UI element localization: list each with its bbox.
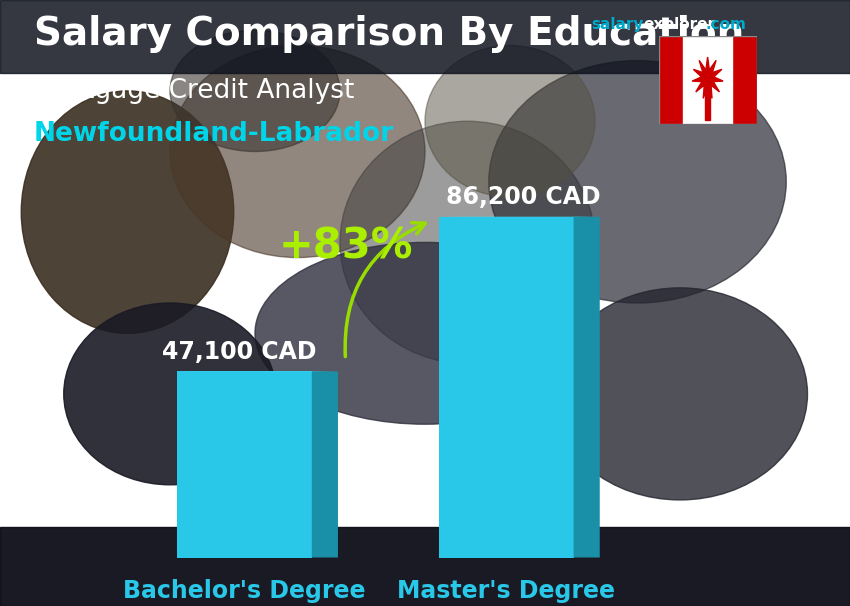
Text: Average Yearly Salary: Average Yearly Salary — [834, 311, 844, 416]
FancyArrowPatch shape — [345, 222, 425, 356]
Bar — [659, 36, 683, 124]
Text: Salary Comparison By Education: Salary Comparison By Education — [34, 15, 745, 53]
Ellipse shape — [552, 288, 808, 500]
Polygon shape — [574, 216, 600, 558]
Text: .com: .com — [706, 17, 746, 32]
Polygon shape — [177, 371, 312, 558]
Text: explorer: explorer — [643, 17, 716, 32]
Bar — [0, 0, 850, 73]
Ellipse shape — [170, 45, 425, 258]
Text: Mortgage Credit Analyst: Mortgage Credit Analyst — [34, 78, 354, 104]
Text: 86,200 CAD: 86,200 CAD — [446, 185, 601, 210]
Text: Bachelor's Degree: Bachelor's Degree — [123, 579, 366, 603]
Text: Master's Degree: Master's Degree — [397, 579, 615, 603]
Text: salary: salary — [591, 17, 643, 32]
Polygon shape — [439, 216, 574, 558]
Text: +83%: +83% — [278, 225, 413, 267]
Ellipse shape — [425, 45, 595, 197]
Ellipse shape — [489, 61, 786, 303]
Bar — [0, 527, 850, 606]
Polygon shape — [312, 371, 338, 558]
Ellipse shape — [255, 242, 595, 424]
Text: Newfoundland-Labrador: Newfoundland-Labrador — [34, 121, 394, 147]
Ellipse shape — [170, 30, 340, 152]
Text: 47,100 CAD: 47,100 CAD — [162, 340, 317, 364]
Ellipse shape — [21, 91, 234, 333]
Bar — [683, 36, 732, 124]
Ellipse shape — [340, 121, 595, 364]
Polygon shape — [705, 85, 711, 120]
Ellipse shape — [64, 303, 276, 485]
Bar — [732, 36, 756, 124]
Polygon shape — [692, 57, 723, 98]
